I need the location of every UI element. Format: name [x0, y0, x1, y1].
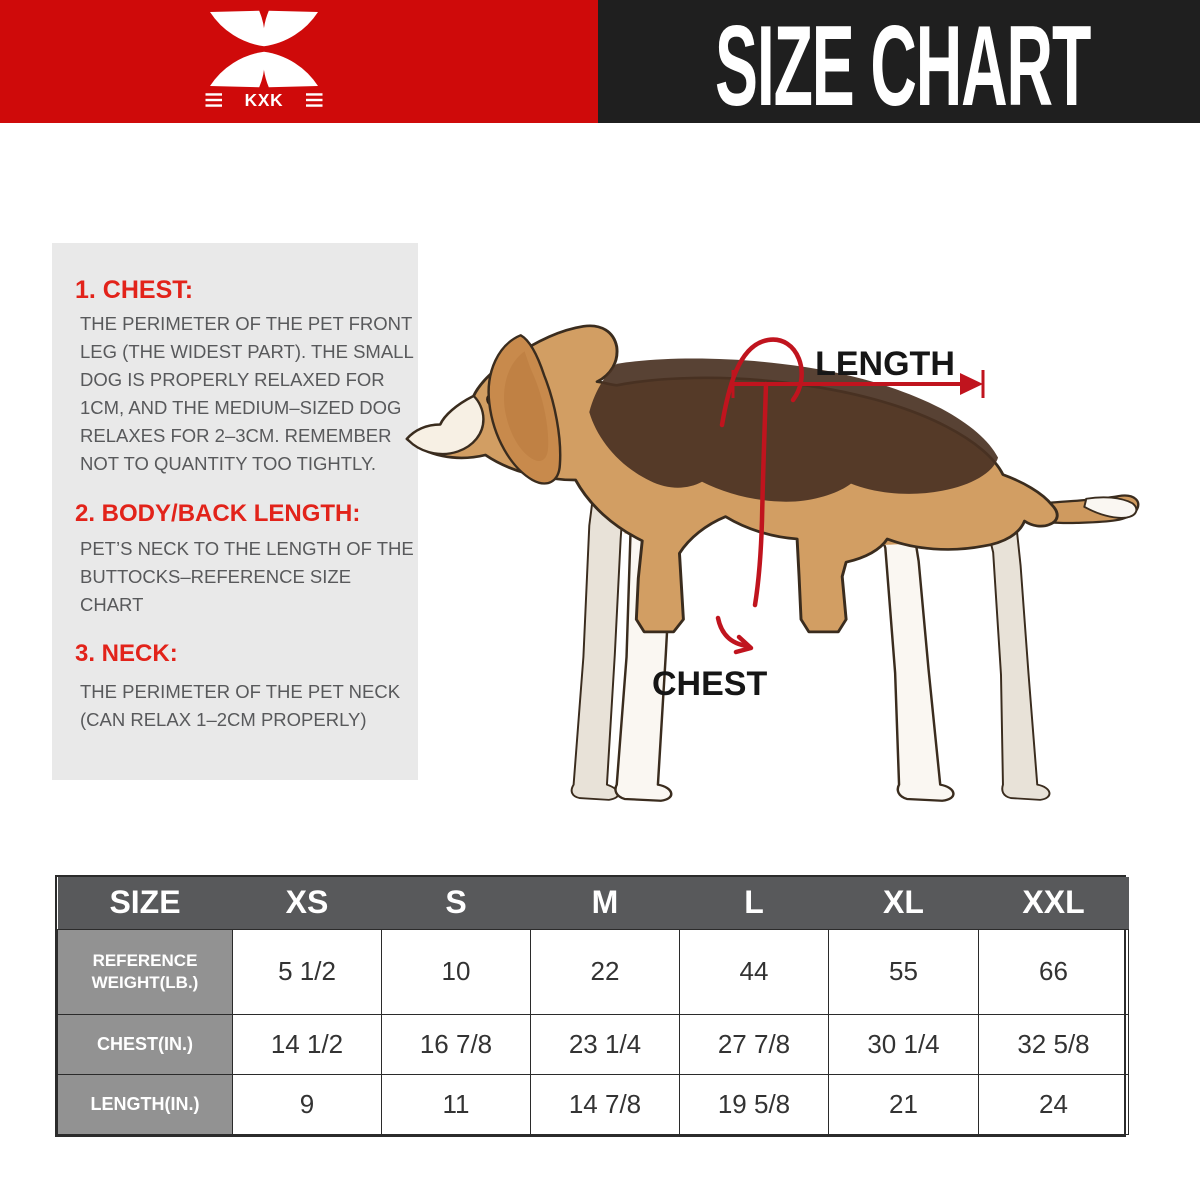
svg-text:KXK: KXK [245, 90, 284, 110]
